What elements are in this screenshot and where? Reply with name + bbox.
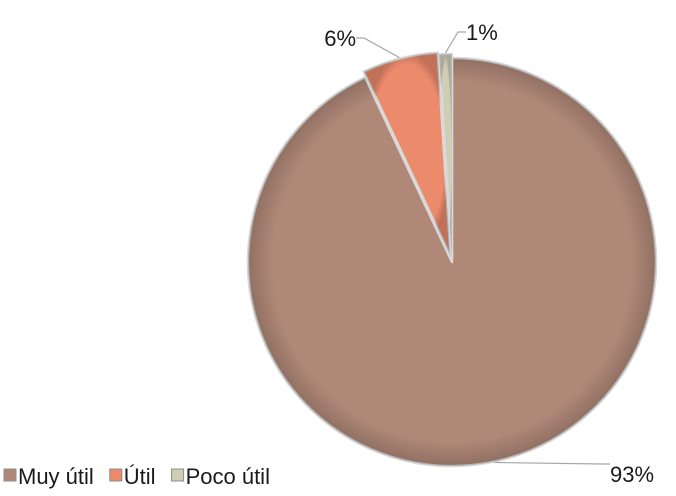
- data-label-util: 6%: [324, 26, 356, 51]
- data-label-muy-util: 93%: [610, 462, 654, 487]
- pie-slice-shade-poco-util: [439, 54, 452, 258]
- pie-slice-poco-util: [437, 52, 454, 260]
- legend-swatch-poco-util: [171, 468, 185, 482]
- legend-item-poco-util: Poco útil: [171, 464, 270, 489]
- leader-line-muy-util: [494, 461, 610, 465]
- legend-label-poco-util: Poco útil: [186, 464, 270, 489]
- legend-swatch-util: [109, 468, 123, 482]
- legend-item-muy-util: Muy útil: [3, 464, 94, 489]
- leader-line-util: [356, 37, 400, 59]
- pie-slice-shade-util: [363, 52, 451, 257]
- pie-slices: [246, 51, 658, 468]
- leader-line-poco-util: [444, 31, 466, 54]
- pie-slice-util: [362, 51, 452, 258]
- legend-label-util: Útil: [124, 464, 156, 489]
- legend-label-muy-util: Muy útil: [18, 464, 94, 489]
- legend-swatch-muy-util: [3, 468, 17, 482]
- data-label-poco-util: 1%: [466, 20, 498, 45]
- legend: Muy útil Útil Poco útil: [3, 464, 270, 489]
- data-labels: 93% 6% 1%: [324, 20, 654, 487]
- pie-slice-shade-muy-util: [247, 58, 656, 466]
- legend-item-util: Útil: [109, 464, 156, 489]
- pie-slice-muy-util: [246, 56, 658, 468]
- leader-lines: [356, 31, 610, 465]
